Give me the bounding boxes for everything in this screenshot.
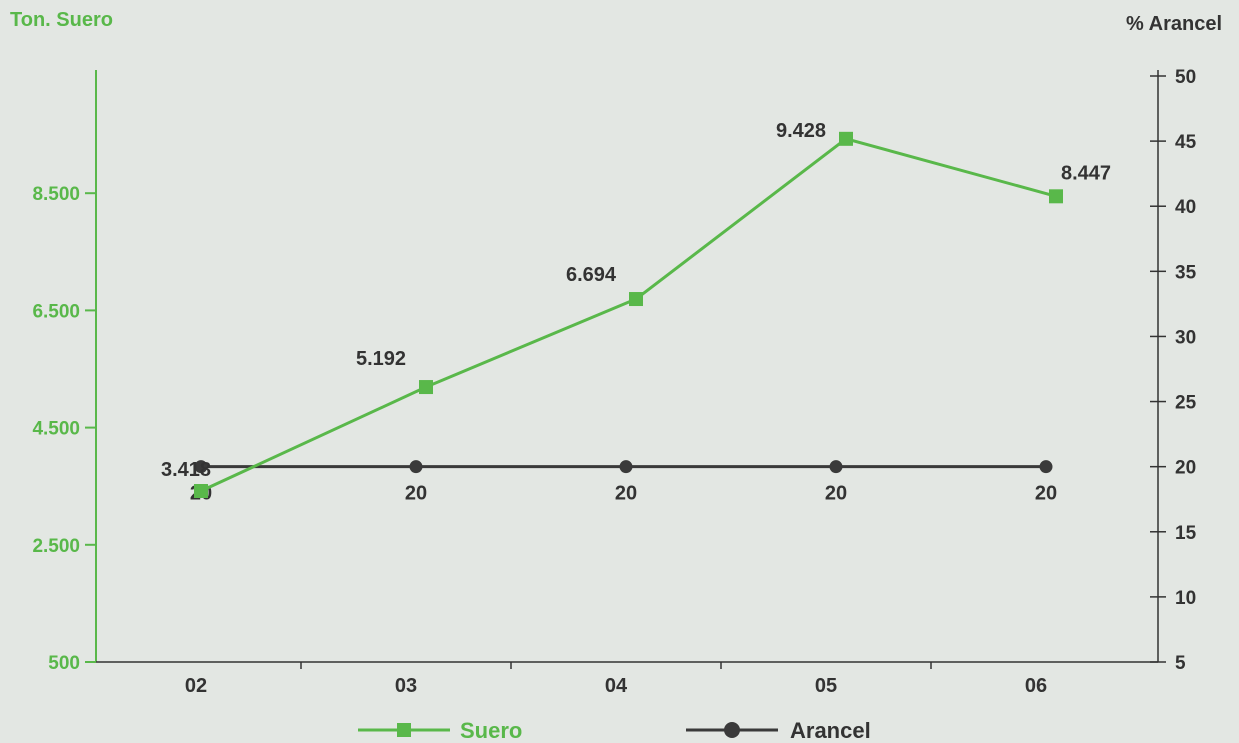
suero-point xyxy=(194,484,208,499)
arancel-point xyxy=(619,460,633,474)
suero-point xyxy=(839,131,853,146)
arancel-data-label: 20 xyxy=(825,483,847,505)
y-right-tick-label: 45 xyxy=(1175,132,1197,153)
suero-data-label: 6.694 xyxy=(566,264,617,286)
arancel-data-label: 20 xyxy=(1035,483,1057,505)
x-tick-label: 04 xyxy=(605,675,628,697)
y-right-tick-label: 20 xyxy=(1175,458,1196,479)
suero-data-label: 5.192 xyxy=(356,348,406,370)
y-right-tick-label: 10 xyxy=(1175,588,1196,609)
suero-point xyxy=(1049,189,1063,204)
suero-data-label: 3.418 xyxy=(161,459,211,481)
y-right-ticks: 5 10 15 20 25 30 35 40 45 50 xyxy=(1150,67,1197,674)
x-ticks: 02 03 04 05 06 xyxy=(185,662,1047,697)
y-left-tick-label: 6.500 xyxy=(32,301,80,322)
y-right-tick-label: 40 xyxy=(1175,197,1196,218)
suero-point xyxy=(629,292,643,307)
y-right-tick-label: 35 xyxy=(1175,262,1197,283)
y-right-axis-title: % Arancel xyxy=(1126,13,1222,35)
legend-arancel-label: Arancel xyxy=(790,718,871,743)
y-right-tick-label: 50 xyxy=(1175,67,1196,88)
y-left-tick-label: 8.500 xyxy=(32,184,80,205)
y-left-tick-label: 500 xyxy=(48,653,80,674)
arancel-point xyxy=(829,460,843,474)
arancel-point xyxy=(194,460,208,474)
legend: Suero Arancel xyxy=(358,718,871,743)
y-right-tick-label: 5 xyxy=(1175,653,1186,674)
suero-data-label: 8.447 xyxy=(1061,162,1111,184)
legend-arancel-marker xyxy=(724,722,740,738)
y-right-tick-label: 30 xyxy=(1175,327,1196,348)
arancel-point xyxy=(1039,460,1053,474)
x-tick-label: 02 xyxy=(185,675,207,697)
legend-suero-marker xyxy=(397,723,411,737)
y-right-tick-label: 25 xyxy=(1175,393,1197,414)
suero-data-label: 9.428 xyxy=(776,120,826,142)
suero-series-line xyxy=(200,137,1057,493)
arancel-point xyxy=(409,460,423,474)
y-left-tick-label: 2.500 xyxy=(32,536,80,557)
y-left-ticks: 500 2.500 4.500 6.500 8.500 xyxy=(32,184,96,674)
y-left-axis-title: Ton. Suero xyxy=(10,9,113,31)
x-tick-label: 06 xyxy=(1025,675,1047,697)
arancel-data-label: 20 xyxy=(405,483,427,505)
x-tick-label: 05 xyxy=(815,675,837,697)
x-tick-label: 03 xyxy=(395,675,417,697)
legend-suero-label: Suero xyxy=(460,718,522,743)
arancel-data-label: 20 xyxy=(615,483,637,505)
suero-point xyxy=(419,380,433,395)
y-left-tick-label: 4.500 xyxy=(32,419,80,440)
y-right-tick-label: 15 xyxy=(1175,523,1197,544)
